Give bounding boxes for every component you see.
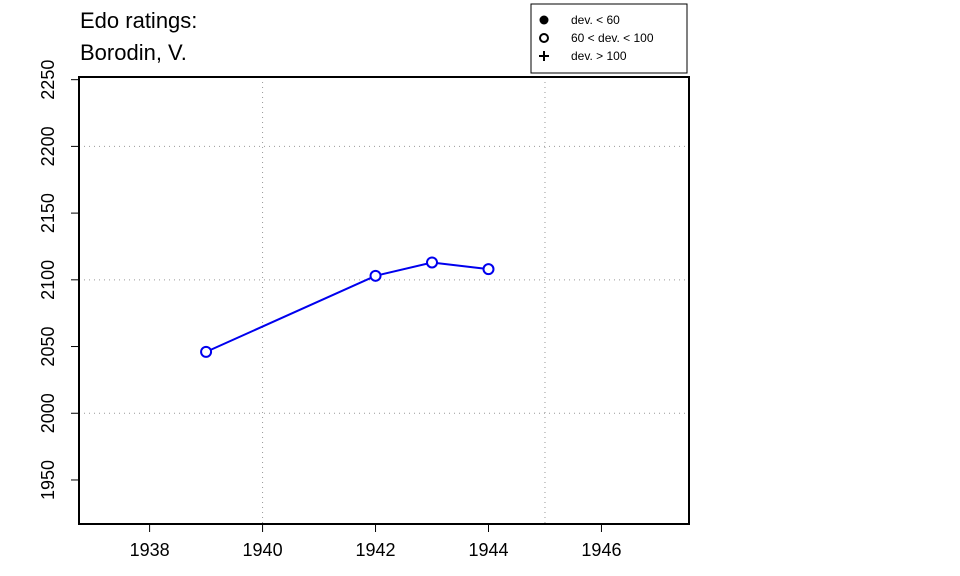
x-tick-label: 1940 xyxy=(243,540,283,560)
x-tick-label: 1944 xyxy=(468,540,508,560)
chart-title-line-2: Borodin, V. xyxy=(80,40,187,65)
x-tick-label: 1938 xyxy=(130,540,170,560)
y-tick-label: 2150 xyxy=(38,193,58,233)
x-tick-label: 1946 xyxy=(581,540,621,560)
legend-open-circle-icon xyxy=(539,33,549,43)
legend-label: 60 < dev. < 100 xyxy=(571,31,654,45)
y-tick-label: 2200 xyxy=(38,126,58,166)
plot-frame xyxy=(78,76,690,525)
data-point xyxy=(200,345,213,358)
chart-title-line-1: Edo ratings: xyxy=(80,8,198,33)
data-point xyxy=(426,256,439,269)
legend-box xyxy=(530,3,688,74)
y-tick-label: 2050 xyxy=(38,327,58,367)
y-tick-label: 2100 xyxy=(38,260,58,300)
legend-label: dev. < 60 xyxy=(571,13,620,27)
y-tick-label: 2000 xyxy=(38,393,58,433)
legend-label: dev. > 100 xyxy=(571,49,627,63)
data-point xyxy=(482,263,495,276)
y-tick-label: 2250 xyxy=(38,60,58,100)
series-line xyxy=(205,261,489,353)
y-tick-label: 1950 xyxy=(38,460,58,500)
legend-filled-circle-icon xyxy=(539,15,549,25)
x-tick-label: 1942 xyxy=(356,540,396,560)
data-point xyxy=(369,269,382,282)
